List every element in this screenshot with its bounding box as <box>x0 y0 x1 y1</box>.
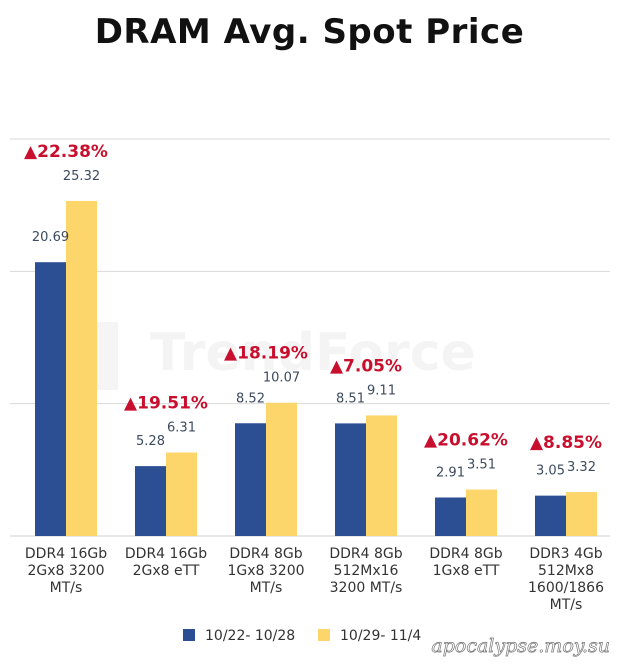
category-label: DDR4 16Gb 2Gx8 3200 MT/s <box>25 546 107 596</box>
value-label: 3.05 <box>536 464 565 479</box>
value-label: 8.51 <box>336 391 365 406</box>
footer-watermark: apocalypse.moy.su <box>431 635 610 657</box>
value-label: 3.32 <box>567 460 596 475</box>
bar-week1 <box>335 423 366 536</box>
legend: 10/22- 10/28 10/29- 11/4 <box>183 628 421 644</box>
bar-week2 <box>366 415 397 536</box>
legend-label-week2: 10/29- 11/4 <box>340 628 421 644</box>
bar-week1 <box>535 495 566 536</box>
value-label: 3.51 <box>467 458 496 473</box>
bar-week1 <box>435 497 466 536</box>
category-label: DDR4 8Gb 1Gx8 eTT <box>429 546 502 579</box>
bar-week2 <box>566 492 597 536</box>
category-label: DDR4 8Gb 1Gx8 3200 MT/s <box>227 546 304 596</box>
chart-title: DRAM Avg. Spot Price <box>94 12 525 52</box>
footer-watermark-layer: apocalypse.moy.su <box>431 635 610 658</box>
value-label: 20.69 <box>32 230 69 245</box>
percent-change-label: ▲18.19% <box>224 344 308 364</box>
label-layer: 20.69 25.32 ▲22.38% DDR4 16Gb 2Gx8 3200 MT/s 5… <box>24 142 604 613</box>
percent-change-label: ▲20.62% <box>424 431 508 451</box>
bar-week2 <box>466 489 497 536</box>
value-label: 25.32 <box>63 169 100 184</box>
bar-week1 <box>35 262 66 536</box>
value-label: 5.28 <box>136 434 165 449</box>
category-label: DDR4 8Gb 512Mx16 3200 MT/s <box>329 546 402 596</box>
percent-change-label: ▲19.51% <box>124 393 208 413</box>
percent-change-label: ▲22.38% <box>24 142 108 162</box>
value-label: 10.07 <box>263 371 300 386</box>
bar-week2 <box>66 200 97 536</box>
category-label: DDR3 4Gb 512Mx8 1600/1866 MT/s <box>528 546 604 613</box>
value-label: 2.91 <box>436 465 465 480</box>
legend-swatch-week2 <box>318 629 330 641</box>
grid-layer <box>10 138 610 537</box>
legend-label-week1: 10/22- 10/28 <box>205 628 295 644</box>
legend-swatch-week1 <box>183 629 195 641</box>
bar-week2 <box>266 402 297 536</box>
bar-week1 <box>135 466 166 536</box>
trendforce-watermark: TrendForce <box>150 323 476 383</box>
bar-layer <box>35 200 597 536</box>
value-label: 8.52 <box>236 391 265 406</box>
bar-week1 <box>235 423 266 536</box>
value-label: 9.11 <box>367 383 396 398</box>
percent-change-label: ▲7.05% <box>330 356 402 376</box>
category-label: DDR4 16Gb 2Gx8 eTT <box>125 546 207 579</box>
bar-week2 <box>166 452 197 536</box>
value-label: 6.31 <box>167 420 196 435</box>
percent-change-label: ▲8.85% <box>530 433 602 453</box>
